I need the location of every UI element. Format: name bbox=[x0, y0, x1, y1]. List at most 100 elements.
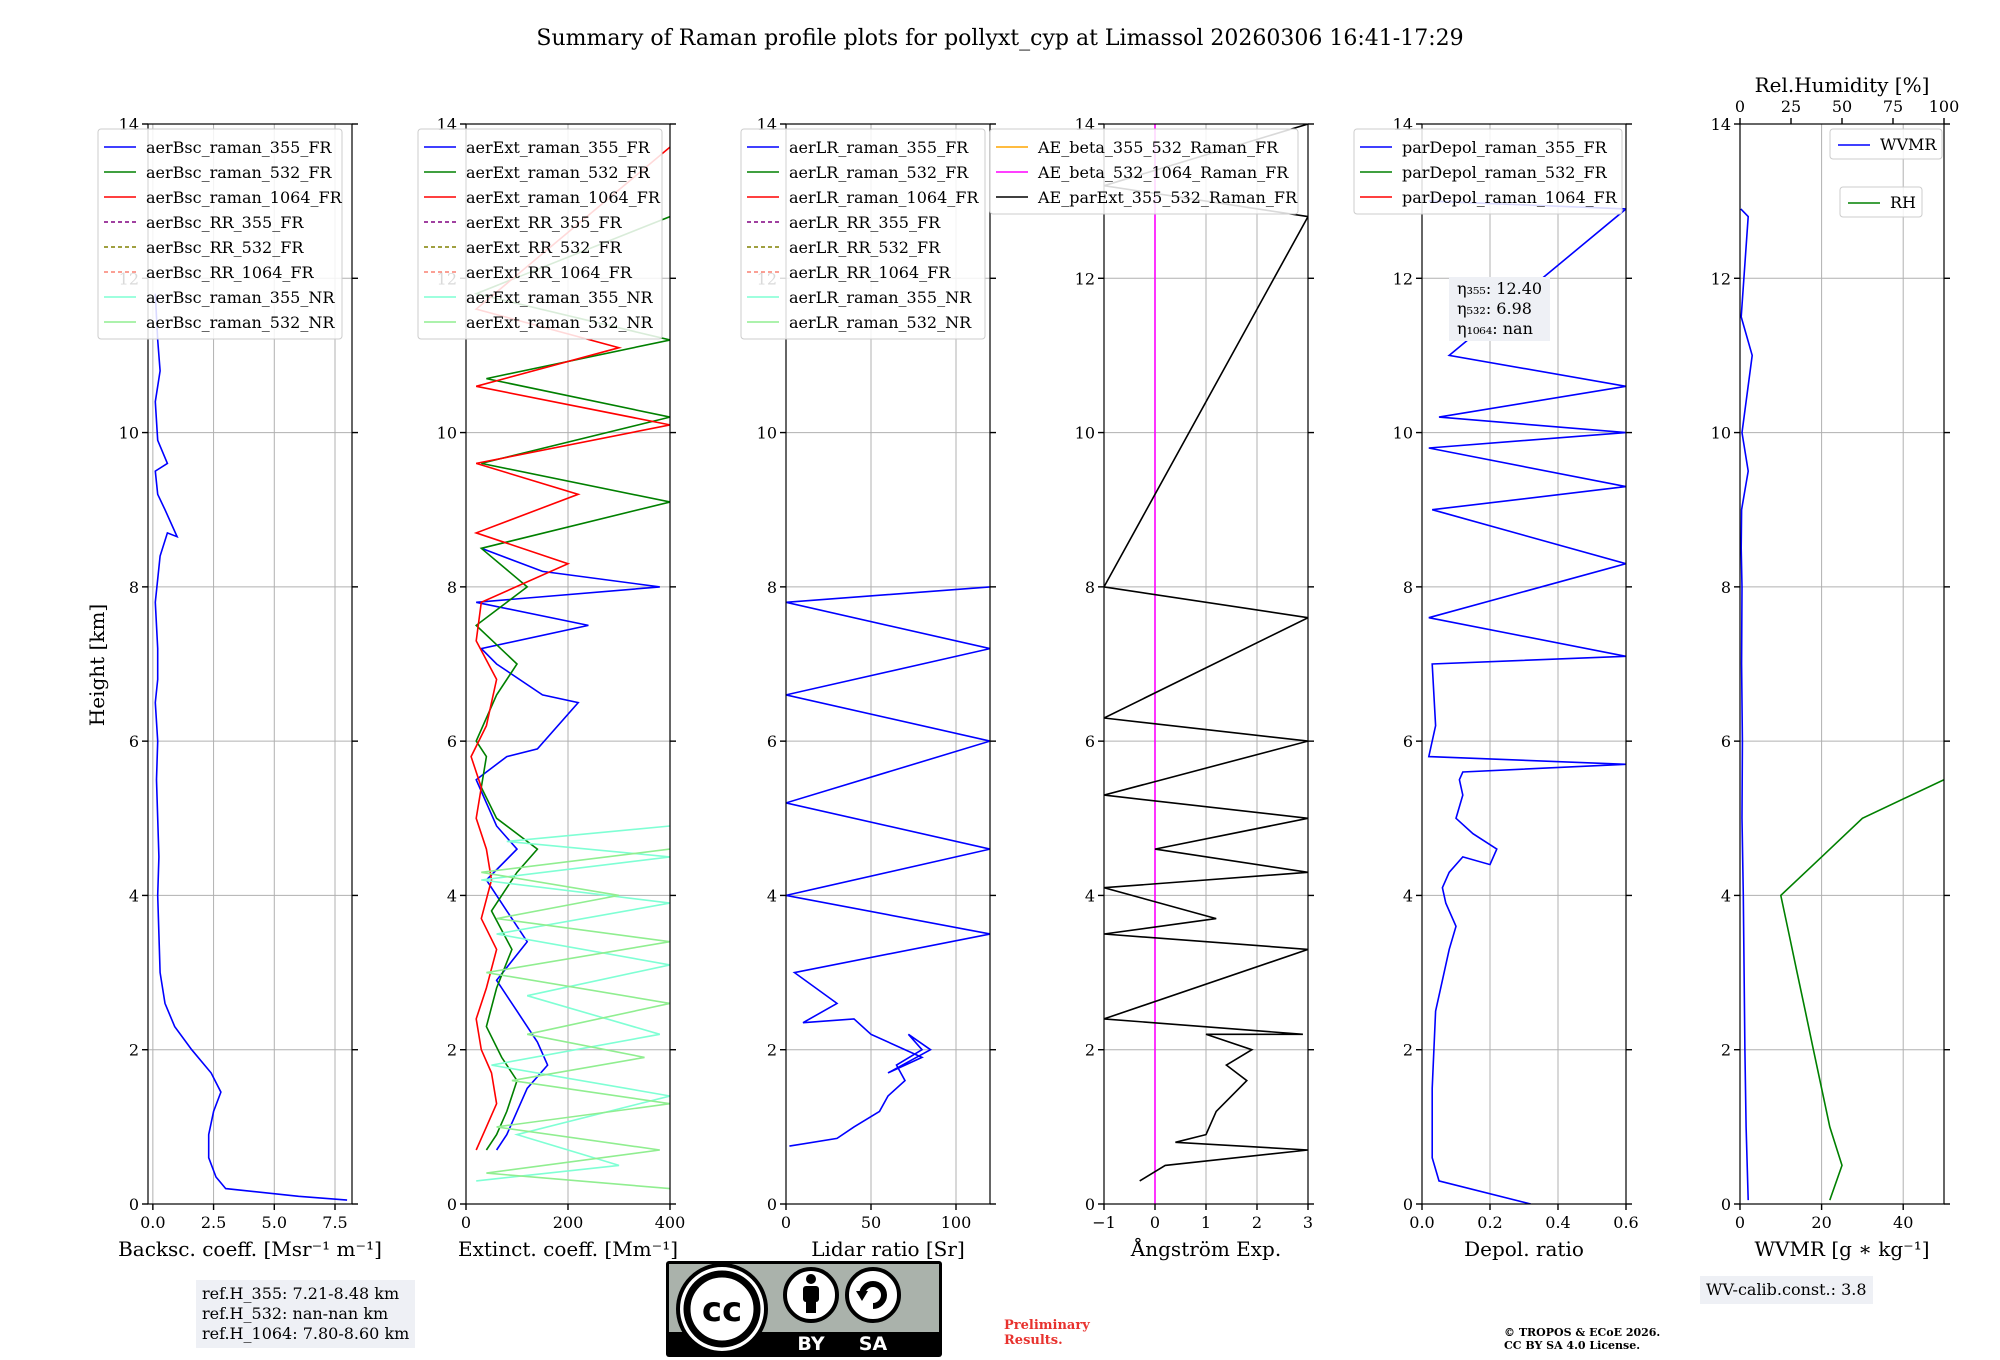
panel-ext: 024681012140200400Extinct. coeff. [Mm⁻¹]… bbox=[417, 115, 686, 1261]
eta-1064: η₁₀₆₄: nan bbox=[1457, 319, 1533, 338]
x-tick-label: 400 bbox=[655, 1213, 686, 1232]
panel-lr: 02468101214050100Lidar ratio [Sr]aerLR_r… bbox=[740, 115, 996, 1261]
copyright-notice: © TROPOS & ECoE 2026. CC BY SA 4.0 Licen… bbox=[1504, 1326, 1660, 1352]
legend: parDepol_raman_355_FR parDepol_raman_532_… bbox=[1353, 128, 1623, 215]
legend-entry: aerExt_raman_355_NR bbox=[466, 288, 654, 307]
series-group bbox=[786, 586, 990, 1147]
legend-entry: AE_beta_355_532_Raman_FR bbox=[1037, 138, 1279, 157]
y-tick-label: 0 bbox=[1085, 1195, 1095, 1214]
eta-532: η₅₃₂: 6.98 bbox=[1457, 299, 1532, 318]
x-tick-label: −1 bbox=[1092, 1213, 1116, 1232]
legend-frame bbox=[1353, 128, 1623, 215]
ref-height-532: ref.H_532: nan-nan km bbox=[202, 1304, 389, 1323]
y-tick-label: 4 bbox=[1403, 886, 1413, 905]
by-label: BY bbox=[797, 1333, 824, 1355]
series-group bbox=[1427, 200, 1626, 1204]
y-tick-label: 12 bbox=[1075, 269, 1095, 288]
y-tick-label: 10 bbox=[119, 424, 139, 443]
top-x-tick-label: 25 bbox=[1781, 97, 1801, 116]
legend-entry: aerBsc_raman_532_NR bbox=[146, 313, 335, 332]
y-tick-label: 0 bbox=[1721, 1195, 1731, 1214]
series-group bbox=[470, 146, 670, 1190]
y-tick-label: 6 bbox=[447, 732, 457, 751]
x-axis-label: Extinct. coeff. [Mm⁻¹] bbox=[458, 1237, 678, 1261]
y-tick-label: 4 bbox=[129, 886, 139, 905]
chart-title: Summary of Raman profile plots for polly… bbox=[536, 26, 1463, 51]
legend-entry: parDepol_raman_532_FR bbox=[1402, 163, 1608, 182]
y-tick-label: 12 bbox=[1711, 269, 1731, 288]
legend-entry: aerLR_raman_355_NR bbox=[789, 288, 972, 307]
wv-calib-const: WV-calib.const.: 3.8 bbox=[1706, 1280, 1867, 1299]
legend-entry: aerBsc_raman_355_NR bbox=[146, 288, 335, 307]
legend: aerExt_raman_355_FR aerExt_raman_532_FRae… bbox=[417, 128, 663, 340]
x-axis-label: Backsc. coeff. [Msr⁻¹ m⁻¹] bbox=[118, 1237, 382, 1261]
legend-entry: aerExt_raman_532_FR bbox=[466, 163, 651, 182]
axes-frame bbox=[147, 123, 353, 1205]
y-tick-label: 12 bbox=[1393, 269, 1413, 288]
legend-entry: parDepol_raman_355_FR bbox=[1402, 138, 1608, 157]
legend-frame bbox=[97, 128, 343, 340]
legend-entry: aerBsc_raman_1064_FR bbox=[146, 188, 343, 207]
x-axis-label: WVMR [g ∗ kg⁻¹] bbox=[1754, 1237, 1929, 1261]
legend-frame bbox=[989, 128, 1299, 215]
x-tick-label: 0 bbox=[461, 1213, 471, 1232]
ref-height-1064: ref.H_1064: 7.80-8.60 km bbox=[202, 1324, 410, 1343]
legend-entry: aerExt_RR_355_FR bbox=[466, 213, 623, 232]
series-aerExt_raman_355_FR bbox=[475, 547, 660, 1151]
x-tick-label: 3 bbox=[1303, 1213, 1313, 1232]
legend-entry: AE_parExt_355_532_Raman_FR bbox=[1037, 188, 1298, 207]
top-x-tick-label: 0 bbox=[1735, 97, 1745, 116]
reference-height-box: ref.H_355: 7.21-8.48 km ref.H_532: nan-n… bbox=[196, 1280, 416, 1348]
y-tick-label: 14 bbox=[1711, 115, 1731, 134]
y-tick-label: 10 bbox=[437, 424, 457, 443]
legend-entry: aerBsc_raman_355_FR bbox=[146, 138, 332, 157]
y-tick-label: 2 bbox=[1403, 1041, 1413, 1060]
y-tick-label: 6 bbox=[1721, 732, 1731, 751]
legend-entry: parDepol_raman_1064_FR bbox=[1402, 188, 1618, 207]
x-tick-label: 5.0 bbox=[262, 1213, 287, 1232]
legend-entry: aerLR_raman_1064_FR bbox=[789, 188, 979, 207]
series-WVMR bbox=[1740, 208, 1754, 1201]
series-aerExt_raman_532_NR bbox=[481, 848, 670, 1190]
y-tick-label: 10 bbox=[757, 424, 777, 443]
sa-icon bbox=[845, 1267, 901, 1323]
legend-entry: aerBsc_RR_532_FR bbox=[146, 238, 304, 257]
legend-entry: WVMR bbox=[1880, 135, 1937, 154]
cc-by-sa-badge: cc BY SA bbox=[666, 1261, 942, 1357]
x-tick-label: 2.5 bbox=[201, 1213, 226, 1232]
y-tick-label: 4 bbox=[1721, 886, 1731, 905]
legend-entry: aerLR_raman_532_FR bbox=[789, 163, 969, 182]
legend-frame bbox=[740, 128, 986, 340]
x-tick-label: 0.6 bbox=[1613, 1213, 1638, 1232]
axes-frame bbox=[1421, 123, 1627, 1205]
y-tick-label: 6 bbox=[1403, 732, 1413, 751]
x-tick-label: 0.4 bbox=[1545, 1213, 1570, 1232]
copyright-line-2: CC BY SA 4.0 License. bbox=[1504, 1339, 1641, 1352]
y-tick-label: 0 bbox=[767, 1195, 777, 1214]
legend-entry: RH bbox=[1890, 193, 1916, 212]
legend-entry: aerLR_RR_355_FR bbox=[789, 213, 941, 232]
y-tick-label: 6 bbox=[767, 732, 777, 751]
y-tick-label: 4 bbox=[447, 886, 457, 905]
x-tick-label: 0 bbox=[1735, 1213, 1745, 1232]
x-tick-label: 0.0 bbox=[1409, 1213, 1434, 1232]
series-group bbox=[1104, 124, 1308, 1204]
y-axis-label: Height [km] bbox=[85, 604, 109, 726]
legend-entry: aerExt_raman_532_NR bbox=[466, 313, 654, 332]
y-tick-label: 4 bbox=[1085, 886, 1095, 905]
legend-frame bbox=[1839, 186, 1923, 218]
legend-entry: aerExt_RR_1064_FR bbox=[466, 263, 633, 282]
x-tick-label: 0.2 bbox=[1477, 1213, 1502, 1232]
y-tick-label: 2 bbox=[1721, 1041, 1731, 1060]
sa-label: SA bbox=[859, 1333, 888, 1355]
x-axis-label: Ångström Exp. bbox=[1130, 1236, 1281, 1261]
y-tick-label: 10 bbox=[1711, 424, 1731, 443]
top-x-axis-label: Rel.Humidity [%] bbox=[1755, 73, 1930, 97]
x-tick-label: 20 bbox=[1811, 1213, 1831, 1232]
series-aerLR_raman_355_FR bbox=[786, 586, 990, 1147]
legend-entry: aerBsc_raman_532_FR bbox=[146, 163, 332, 182]
